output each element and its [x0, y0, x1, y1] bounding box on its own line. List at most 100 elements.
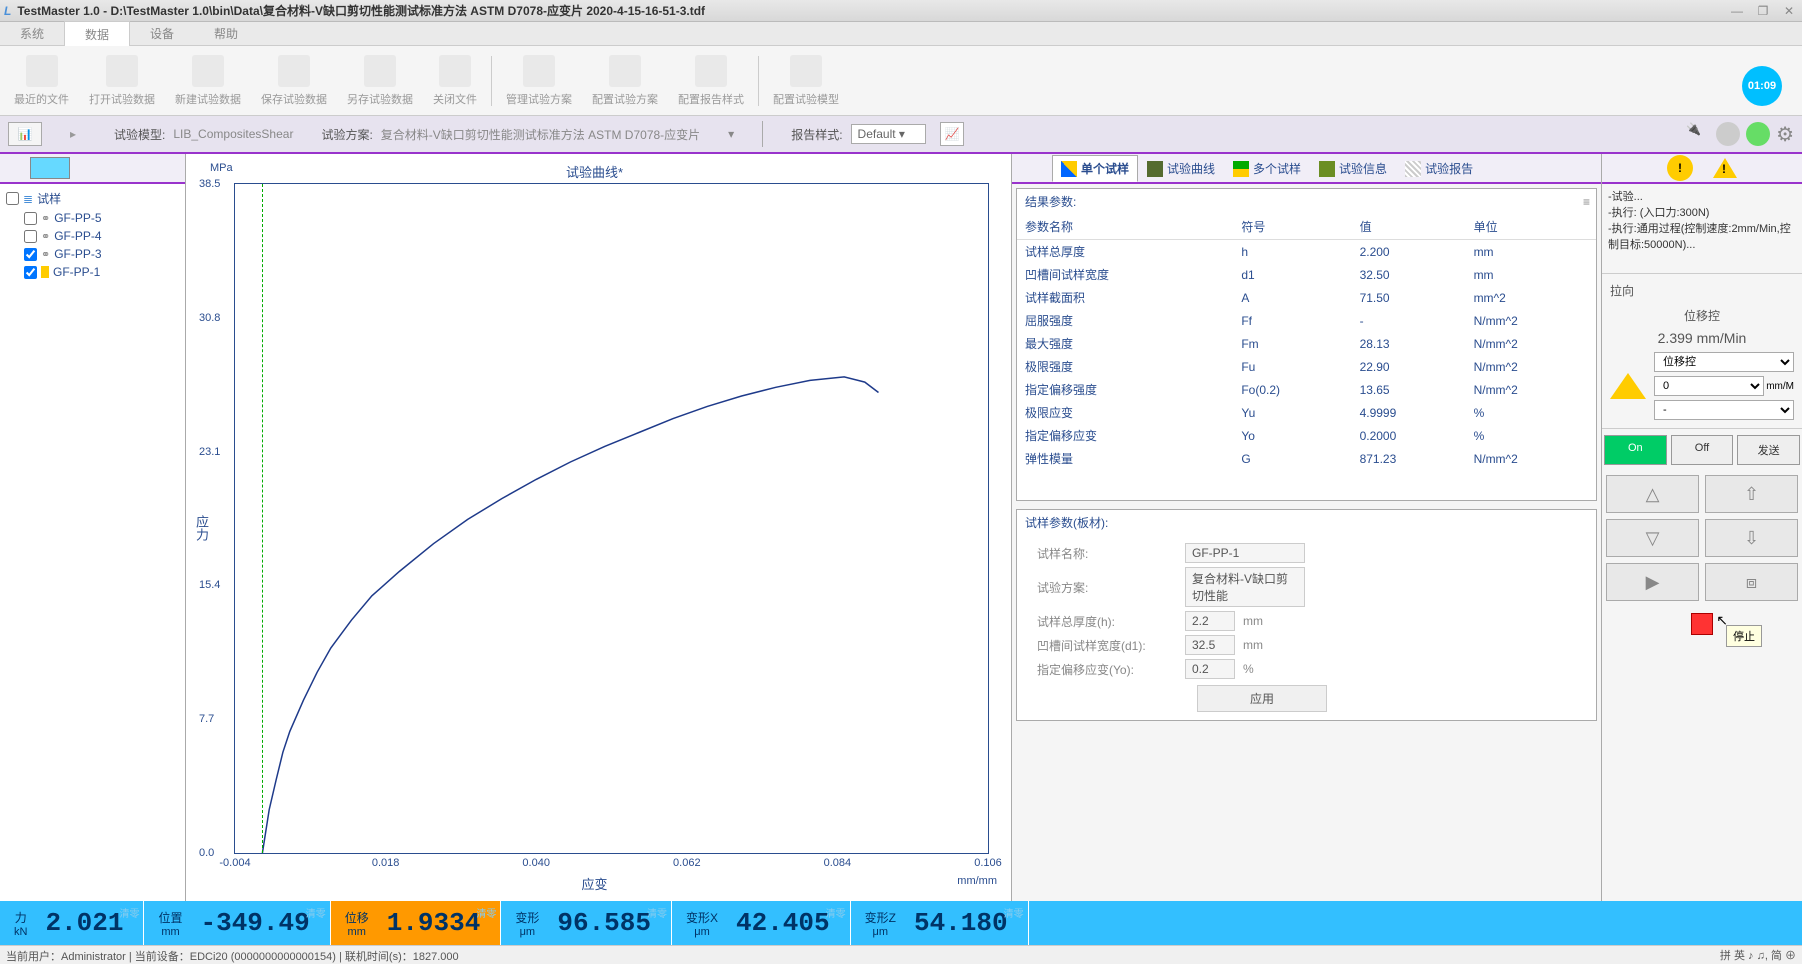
device-icon[interactable]: 🔌 — [1686, 122, 1710, 146]
tab-test-info[interactable]: 试验信息 — [1310, 155, 1396, 182]
tree-item[interactable]: GF-PP-1 — [6, 263, 179, 281]
control-value-select[interactable]: 0 — [1654, 376, 1764, 396]
config-report-button[interactable]: 配置报告样式 — [668, 51, 754, 111]
tab-label: 多个试样 — [1253, 160, 1301, 177]
jog-up-button[interactable]: △ — [1606, 475, 1699, 513]
minimize-icon[interactable]: — — [1728, 4, 1746, 18]
center-button[interactable]: ⧈ — [1705, 563, 1798, 601]
readout-label: 位移 — [345, 909, 369, 926]
chart-plot[interactable]: 0.07.715.423.130.838.5-0.0040.0180.0400.… — [234, 183, 989, 854]
clear-button[interactable]: 清零 — [476, 905, 496, 920]
sample-name-input[interactable]: GF-PP-1 — [1185, 543, 1305, 563]
readout-cell: 位移mm1.9334清零 — [331, 901, 502, 945]
clear-button[interactable]: 清零 — [826, 905, 846, 920]
save-test-button[interactable]: 保存试验数据 — [251, 51, 337, 111]
table-row[interactable]: 极限强度Fu22.90N/mm^2 — [1017, 355, 1596, 378]
table-row[interactable]: 试样总厚度h2.200mm — [1017, 240, 1596, 264]
tab-single-sample[interactable]: 单个试样 — [1052, 155, 1138, 182]
sample-thick-label: 试样总厚度(h): — [1037, 613, 1177, 630]
tab-test-report[interactable]: 试验报告 — [1396, 155, 1482, 182]
tree-tab-header — [0, 154, 185, 184]
jog-down-button[interactable]: ▽ — [1606, 519, 1699, 557]
table-row[interactable]: 弹性模量G871.23N/mm^2 — [1017, 447, 1596, 470]
table-row[interactable]: 指定偏移强度Fo(0.2)13.65N/mm^2 — [1017, 378, 1596, 401]
report-value: Default — [858, 127, 896, 141]
restore-icon[interactable]: ❐ — [1754, 4, 1772, 18]
readout-value: 2.021 — [45, 908, 123, 938]
tree-item[interactable]: ⚭GF-PP-5 — [6, 209, 179, 227]
scheme-dropdown-icon[interactable]: ▾ — [728, 127, 734, 141]
stop-tooltip: 停止 — [1726, 625, 1762, 647]
sample-scheme-input[interactable]: 复合材料-V缺口剪切性能 — [1185, 567, 1305, 607]
window-controls: — ❐ ✕ — [1728, 4, 1798, 18]
table-row[interactable]: 极限应变Yu4.9999% — [1017, 401, 1596, 424]
param-tab-arrow[interactable]: ▸ — [70, 127, 76, 141]
tree-root-checkbox[interactable] — [6, 192, 19, 205]
tree-item-label: GF-PP-4 — [54, 229, 101, 243]
cell-name: 指定偏移强度 — [1017, 378, 1233, 401]
tree-item-checkbox[interactable] — [24, 212, 37, 225]
tab-icon — [1233, 161, 1249, 177]
tab-multi-sample[interactable]: 多个试样 — [1224, 155, 1310, 182]
tab-test-curve[interactable]: 试验曲线 — [1138, 155, 1224, 182]
off-button[interactable]: Off — [1671, 435, 1734, 465]
sample-width-input[interactable]: 32.5 — [1185, 635, 1235, 655]
menu-device[interactable]: 设备 — [130, 21, 194, 46]
sample-offset-input[interactable]: 0.2 — [1185, 659, 1235, 679]
tree-item[interactable]: ⚭GF-PP-4 — [6, 227, 179, 245]
table-row[interactable]: 指定偏移应变Yo0.2000% — [1017, 424, 1596, 447]
clear-button[interactable]: 清零 — [647, 905, 667, 920]
stop-button[interactable] — [1691, 613, 1713, 635]
report-combo[interactable]: Default ▾ — [851, 124, 926, 144]
clear-button[interactable]: 清零 — [306, 905, 326, 920]
sample-form: 试样名称:GF-PP-1 试验方案:复合材料-V缺口剪切性能 试样总厚度(h):… — [1017, 535, 1596, 720]
tree-tab-icon[interactable] — [30, 157, 70, 179]
tab-label: 试验曲线 — [1167, 160, 1215, 177]
close-file-button[interactable]: 关闭文件 — [423, 51, 487, 111]
tree-root[interactable]: ≣ 试样 — [6, 190, 179, 207]
table-row[interactable]: 屈服强度Ff-N/mm^2 — [1017, 309, 1596, 332]
manage-scheme-button[interactable]: 管理试验方案 — [496, 51, 582, 111]
clear-button[interactable]: 清零 — [1004, 905, 1024, 920]
tree-item-checkbox[interactable] — [24, 248, 37, 261]
tree-item-checkbox[interactable] — [24, 266, 37, 279]
tree-item[interactable]: ⚭GF-PP-3 — [6, 245, 179, 263]
warning-header: ! — [1602, 154, 1802, 184]
sample-thick-input[interactable]: 2.2 — [1185, 611, 1235, 631]
on-button[interactable]: On — [1604, 435, 1667, 465]
config-model-button[interactable]: 配置试验模型 — [763, 51, 849, 111]
home-down-button[interactable]: ⇩ — [1705, 519, 1798, 557]
table-row[interactable]: 试样截面积A71.50mm^2 — [1017, 286, 1596, 309]
open-test-button[interactable]: 打开试验数据 — [79, 51, 165, 111]
send-button[interactable]: 发送 — [1737, 435, 1800, 465]
new-test-button[interactable]: 新建试验数据 — [165, 51, 251, 111]
chart-x-unit: mm/mm — [957, 875, 997, 887]
apply-button[interactable]: 应用 — [1197, 685, 1327, 712]
table-row[interactable]: 最大强度Fm28.13N/mm^2 — [1017, 332, 1596, 355]
tree-item-checkbox[interactable] — [24, 230, 37, 243]
recent-files-button[interactable]: 最近的文件 — [4, 51, 79, 111]
cell-value: 71.50 — [1352, 286, 1466, 309]
clear-button[interactable]: 清零 — [119, 905, 139, 920]
close-icon[interactable]: ✕ — [1780, 4, 1798, 18]
control-mode-select[interactable]: 位移控 — [1654, 352, 1794, 372]
control-extra-select[interactable]: - — [1654, 400, 1794, 420]
panel-menu-icon[interactable]: ≡ — [1583, 195, 1590, 209]
menu-data[interactable]: 数据 — [64, 21, 130, 47]
gear-icon[interactable]: ⚙ — [1776, 122, 1794, 147]
param-tab-handle[interactable]: 📊 — [8, 122, 42, 146]
table-row[interactable]: 凹槽间试样宽度d132.50mm — [1017, 263, 1596, 286]
readout-unit: μm — [520, 926, 536, 938]
manage-scheme-label: 管理试验方案 — [506, 91, 572, 107]
menu-help[interactable]: 帮助 — [194, 21, 258, 46]
cell-unit: mm — [1466, 240, 1596, 264]
config-scheme-button[interactable]: 配置试验方案 — [582, 51, 668, 111]
play-button[interactable]: ▶ — [1606, 563, 1699, 601]
menu-system[interactable]: 系统 — [0, 21, 64, 46]
separator — [762, 121, 763, 147]
cell-unit: N/mm^2 — [1466, 309, 1596, 332]
readout-unit: μm — [694, 926, 710, 938]
saveas-test-button[interactable]: 另存试验数据 — [337, 51, 423, 111]
home-up-button[interactable]: ⇧ — [1705, 475, 1798, 513]
chart-config-icon[interactable]: 📈 — [940, 122, 964, 146]
